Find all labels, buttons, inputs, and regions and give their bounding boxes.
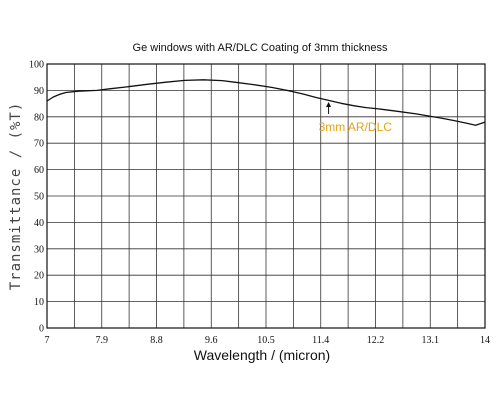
x-axis-label: Wavelength / (micron) bbox=[194, 347, 330, 363]
y-tick-label: 60 bbox=[34, 165, 44, 176]
x-tick-label: 14 bbox=[480, 335, 490, 346]
y-tick-label: 50 bbox=[34, 192, 44, 203]
x-tick-label: 7.9 bbox=[96, 335, 109, 346]
y-tick-label: 100 bbox=[29, 60, 44, 71]
series-layer bbox=[46, 79, 486, 126]
annotation-arrow-head bbox=[326, 101, 332, 107]
y-tick-labels: 0 10 20 30 40 50 60 70 80 90 100 bbox=[29, 60, 44, 335]
plot-frame bbox=[46, 63, 486, 329]
x-tick-label: 13.1 bbox=[422, 335, 440, 346]
y-tick-label: 70 bbox=[34, 139, 44, 150]
grid bbox=[47, 64, 485, 328]
y-tick-label: 10 bbox=[34, 297, 44, 308]
y-tick-label: 80 bbox=[34, 112, 44, 123]
y-tick-label: 20 bbox=[34, 271, 44, 282]
series-line bbox=[46, 79, 486, 126]
chart-title: Ge windows with AR/DLC Coating of 3mm th… bbox=[133, 42, 388, 54]
x-tick-label: 8.8 bbox=[150, 335, 163, 346]
x-tick-labels: 7 7.9 8.8 9.6 10.5 11.4 12.2 13.1 14 bbox=[45, 335, 491, 346]
y-tick-label: 40 bbox=[34, 218, 44, 229]
annotation-label: 3mm AR/DLC bbox=[319, 120, 393, 134]
x-tick-label: 12.2 bbox=[367, 335, 385, 346]
x-tick-label: 10.5 bbox=[257, 335, 275, 346]
y-tick-label: 30 bbox=[34, 244, 44, 255]
y-tick-label: 90 bbox=[34, 86, 44, 97]
y-axis-label: Transmittance / (%T) bbox=[8, 102, 24, 291]
x-tick-label: 7 bbox=[45, 335, 50, 346]
y-tick-label: 0 bbox=[39, 324, 44, 335]
annotation-layer: 3mm AR/DLC bbox=[319, 101, 393, 134]
x-tick-label: 9.6 bbox=[205, 335, 218, 346]
x-tick-label: 11.4 bbox=[312, 335, 329, 346]
